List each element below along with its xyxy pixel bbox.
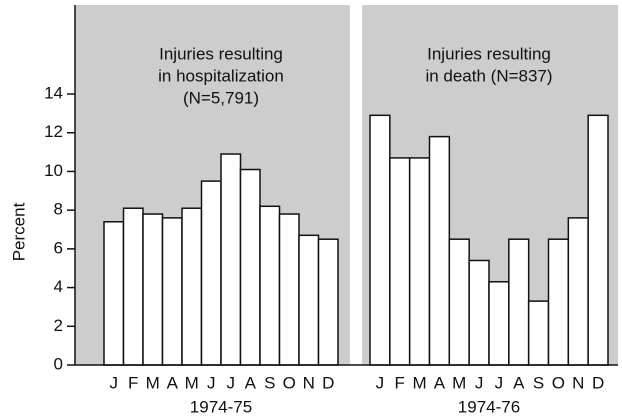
bar (428, 135, 451, 366)
bar (448, 238, 470, 366)
x-tick-label: A (167, 373, 179, 392)
bar (122, 207, 144, 366)
x-tick-label: D (592, 373, 604, 392)
x-tick-label: O (283, 373, 296, 392)
bar (468, 259, 490, 366)
y-tick-label: 2 (54, 316, 63, 335)
x-tick-label: M (185, 373, 199, 392)
x-tick-label: J (227, 373, 236, 392)
bar (239, 168, 261, 366)
y-tick-label: 6 (54, 238, 63, 257)
x-tick-label: A (434, 373, 446, 392)
x-tick-label: S (533, 373, 544, 392)
x-tick-label: M (146, 373, 160, 392)
x-axis-label: 1974-76 (458, 397, 520, 416)
x-tick-label: N (303, 373, 315, 392)
x-tick-label: F (128, 373, 138, 392)
x-tick-label: A (245, 373, 257, 392)
x-tick-label: J (495, 373, 504, 392)
panel-title: Injuries resulting (159, 44, 283, 63)
x-tick-label: S (264, 373, 275, 392)
x-tick-label: O (552, 373, 565, 392)
y-tick-label: 12 (44, 122, 63, 141)
bar (278, 213, 300, 366)
x-tick-label: J (475, 373, 484, 392)
bar (181, 207, 203, 366)
panel-title: in hospitalization (158, 66, 284, 85)
bar (161, 217, 183, 366)
bar (408, 157, 431, 366)
x-tick-label: J (376, 373, 385, 392)
y-tick-label: 8 (54, 200, 63, 219)
bar (298, 234, 320, 366)
bar (369, 114, 391, 366)
bar (508, 238, 530, 366)
bar (200, 180, 222, 366)
panel-title: Injuries resulting (427, 44, 551, 63)
panel-title: (N=5,791) (183, 88, 259, 107)
x-tick-label: F (395, 373, 405, 392)
y-tick-label: 14 (44, 84, 63, 103)
x-axis-label: 1974-75 (190, 397, 252, 416)
x-tick-label: M (452, 373, 466, 392)
bar (488, 281, 510, 366)
bar (259, 205, 281, 366)
panel-title: in death (N=837) (425, 66, 552, 85)
bar (220, 153, 242, 366)
y-axis-label: Percent (9, 202, 28, 261)
y-tick-label: 0 (54, 354, 63, 373)
y-tick-label: 4 (54, 277, 63, 296)
x-tick-label: M (412, 373, 426, 392)
x-tick-label: J (207, 373, 216, 392)
bar (389, 157, 411, 366)
x-tick-label: D (322, 373, 334, 392)
bar (587, 114, 609, 366)
x-tick-label: N (572, 373, 584, 392)
bar (103, 221, 125, 366)
bar (317, 238, 339, 366)
x-tick-label: J (110, 373, 119, 392)
bar (527, 300, 550, 366)
bar (567, 217, 589, 366)
y-tick-label: 10 (44, 161, 63, 180)
bar (142, 213, 164, 366)
x-tick-label: A (513, 373, 525, 392)
bar (547, 238, 570, 366)
